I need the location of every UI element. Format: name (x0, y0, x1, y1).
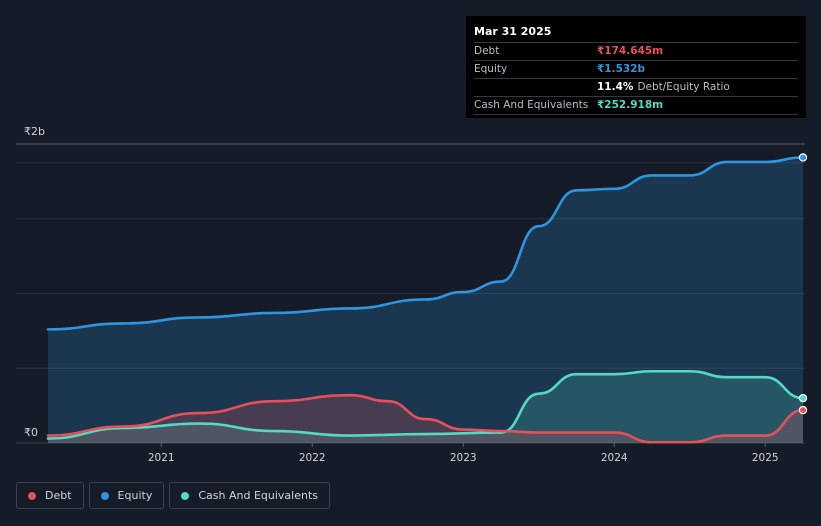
series-endpoints (798, 153, 808, 415)
tooltip-equity-label: Equity (474, 63, 508, 75)
x-tick-label: 2025 (752, 452, 779, 464)
axes: ₹2b ₹0 2021 2022 2023 2024 2025 (24, 125, 779, 464)
tooltip-cash-value: ₹252.918m (597, 99, 664, 111)
debt-dot-icon (28, 491, 36, 500)
x-tick-label: 2023 (450, 452, 477, 464)
x-tick-label: 2021 (148, 452, 175, 464)
tooltip-ratio-row: 11.4% Debt/Equity Ratio (474, 78, 798, 96)
tooltip-debt-value: ₹174.645m (597, 45, 664, 57)
equity-line (46, 156, 805, 331)
x-tick-label: 2022 (299, 452, 326, 464)
y-tick-label-zero: ₹0 (24, 426, 38, 439)
legend: Debt Equity Cash And Equivalents (16, 482, 330, 509)
debt-endpoint (798, 405, 808, 415)
legend-debt-label: Debt (45, 489, 72, 502)
legend-equity-label: Equity (117, 489, 153, 502)
tooltip-date: Mar 31 2025 (474, 25, 552, 38)
tooltip-ratio-label: Debt/Equity Ratio (637, 81, 730, 93)
legend-cash-label: Cash And Equivalents (198, 489, 318, 502)
tooltip-debt-row: Debt ₹174.645m (474, 42, 798, 60)
legend-item-equity[interactable]: Equity (88, 482, 165, 509)
equity-dot-icon (100, 491, 109, 500)
debt-line (46, 393, 805, 444)
equity-endpoint (798, 153, 808, 162)
cash-dot-icon (181, 491, 190, 500)
gridlines (16, 143, 805, 444)
cash-endpoint (798, 393, 808, 403)
cash-area (48, 371, 803, 443)
series-lines (46, 156, 805, 444)
tooltip-equity-value: ₹1.532b (597, 63, 646, 75)
x-tick-label: 2024 (601, 452, 628, 464)
tooltip-panel: Mar 31 2025 Debt ₹174.645m Equity ₹1.532… (466, 16, 806, 118)
tooltip-debt-label: Debt (474, 45, 500, 57)
legend-item-cash[interactable]: Cash And Equivalents (169, 482, 330, 509)
tooltip-cash-row: Cash And Equivalents ₹252.918m (474, 96, 798, 115)
y-tick-label-max: ₹2b (24, 125, 45, 138)
cash-line (46, 369, 805, 440)
tooltip-ratio-value: 11.4% (597, 81, 634, 93)
legend-item-debt[interactable]: Debt (16, 482, 84, 509)
tooltip-equity-row: Equity ₹1.532b (474, 60, 798, 78)
tooltip-cash-label: Cash And Equivalents (474, 99, 589, 111)
